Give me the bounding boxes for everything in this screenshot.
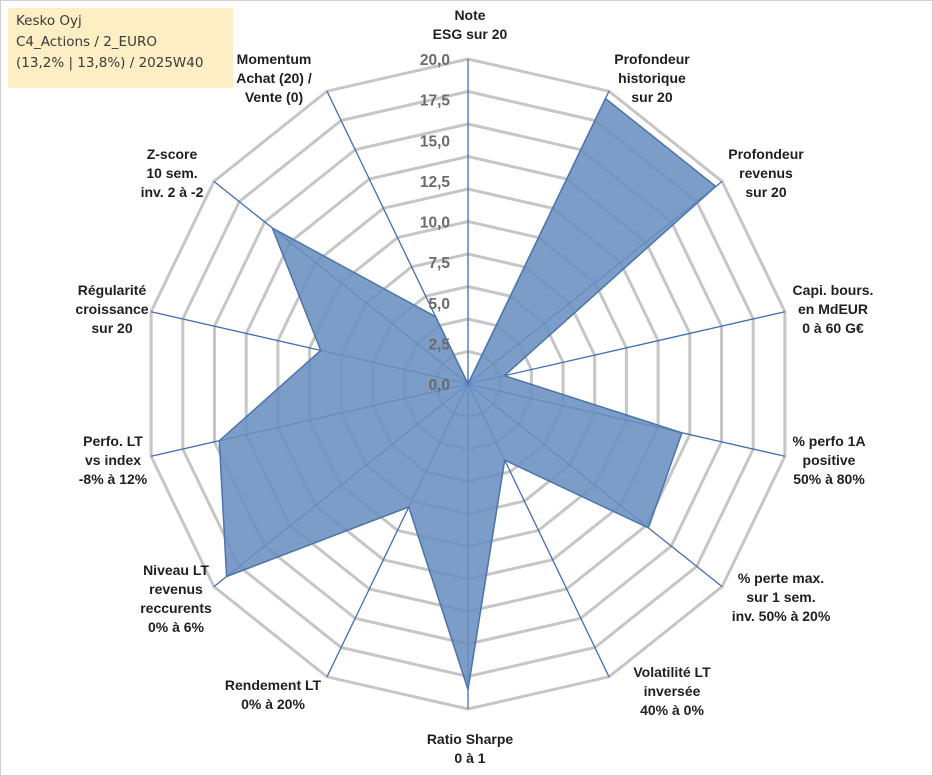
axis-label-line: Z-score: [147, 146, 198, 162]
axis-label-line: reccurents: [140, 600, 212, 616]
axis-label-line: 50% à 80%: [793, 471, 865, 487]
axis-label-line: en MdEUR: [798, 301, 868, 317]
axis-label-line: ESG sur 20: [433, 26, 508, 42]
axis-label-line: Profondeur: [728, 146, 804, 162]
axis-label: Momentum Achat (20) / Vente (0): [236, 51, 312, 105]
axis-label-line: Note: [454, 7, 485, 23]
axis-label: Régularité croissance sur 20: [75, 282, 148, 336]
axis-label-line: sur 20: [91, 320, 132, 336]
tick-label: 12,5: [420, 174, 451, 191]
axis-label: Note ESG sur 20: [433, 7, 508, 42]
axis-label: Niveau LT revenus reccurents 0% à 6%: [140, 562, 212, 635]
axis-label-line: % perte max.: [738, 570, 824, 586]
tick-label: 10,0: [420, 215, 450, 232]
axis-label-line: Perfo. LT: [83, 433, 143, 449]
axis-label-line: revenus: [149, 581, 203, 597]
axis-label-line: Rendement LT: [225, 677, 322, 693]
axis-label: Perfo. LT vs index -8% à 12%: [79, 433, 148, 487]
axis-label-line: 10 sem.: [146, 165, 197, 181]
company-name: Kesko Oyj: [16, 13, 82, 29]
axis-label-line: Profondeur: [614, 51, 690, 67]
axis-label-line: Volatilité LT: [633, 664, 711, 680]
axis-label: Profondeur revenus sur 20: [728, 146, 804, 200]
axis-label-line: Capi. bours.: [793, 282, 874, 298]
axis-label-line: revenus: [739, 165, 793, 181]
tick-labels: 0,0 2,5 5,0 7,5 10,0 12,5 15,0 17,5 20,0: [420, 52, 451, 394]
performance-label: (13,2% | 13,8%) / 2025W40: [16, 55, 204, 71]
axis-label-line: croissance: [75, 301, 148, 317]
series-area: [218, 97, 717, 690]
axis-label-line: sur 1 sem.: [746, 589, 815, 605]
tick-label: 17,5: [420, 93, 451, 110]
axis-label-line: vs index: [85, 452, 141, 468]
axis-label-line: Vente (0): [245, 89, 303, 105]
tick-label: 7,5: [428, 255, 450, 272]
axis-label-line: Momentum: [237, 51, 312, 67]
tick-label: 5,0: [428, 296, 450, 313]
category-label: C4_Actions / 2_EURO: [16, 34, 157, 50]
axis-label-line: inversée: [644, 683, 701, 699]
axis-label-line: Ratio Sharpe: [427, 731, 514, 747]
axis-label: % perte max. sur 1 sem. inv. 50% à 20%: [732, 570, 831, 624]
axis-label-line: 0 à 1: [454, 750, 485, 766]
axis-label: % perfo 1A positive 50% à 80%: [792, 433, 865, 487]
axis-label-line: 0 à 60 G€: [802, 320, 864, 336]
axis-label: Z-score 10 sem. inv. 2 à -2: [141, 146, 204, 200]
axis-label-line: -8% à 12%: [79, 471, 148, 487]
tick-label: 0,0: [428, 377, 450, 394]
axis-label-line: sur 20: [631, 89, 672, 105]
axis-labels: Note ESG sur 20 Profondeur historique sur 20…: [75, 7, 873, 766]
axis-label: Capi. bours. en MdEUR 0 à 60 G€: [793, 282, 874, 336]
axis-label-line: 40% à 0%: [640, 702, 704, 718]
axis-label-line: inv. 2 à -2: [141, 184, 204, 200]
tick-label: 2,5: [428, 336, 450, 353]
axis-spoke: [467, 311, 786, 385]
axis-label-line: inv. 50% à 20%: [732, 608, 831, 624]
tick-label: 15,0: [420, 133, 450, 150]
axis-label-line: Achat (20) /: [236, 70, 312, 86]
axis-label-line: Régularité: [78, 282, 147, 298]
axis-label-line: positive: [803, 452, 856, 468]
axis-label: Ratio Sharpe 0 à 1: [427, 731, 514, 766]
axis-label-line: Niveau LT: [143, 562, 209, 578]
axis-label-line: % perfo 1A: [792, 433, 865, 449]
axis-label-line: 0% à 20%: [241, 696, 305, 712]
tick-label: 20,0: [420, 52, 450, 69]
axis-label: Profondeur historique sur 20: [614, 51, 690, 105]
axis-label: Volatilité LT inversée 40% à 0%: [633, 664, 711, 718]
axis-label-line: historique: [618, 70, 686, 86]
axis-label: Rendement LT 0% à 20%: [225, 677, 322, 712]
axis-label-line: sur 20: [745, 184, 786, 200]
axis-label-line: 0% à 6%: [148, 619, 205, 635]
info-box: Kesko Oyj C4_Actions / 2_EURO (13,2% | 1…: [8, 8, 233, 88]
